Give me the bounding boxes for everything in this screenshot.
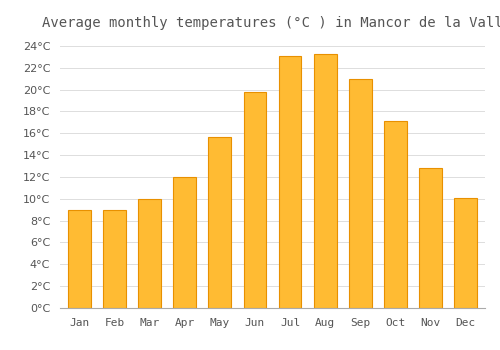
Bar (384, 121, 407, 308)
Bar (454, 198, 477, 308)
Bar (314, 54, 336, 308)
Bar (68, 210, 90, 308)
Bar (208, 136, 231, 308)
Title: Average monthly temperatures (°C ) in Mancor de la Vall: Average monthly temperatures (°C ) in Ma… (42, 16, 500, 30)
Bar (174, 177, 196, 308)
Bar (138, 199, 161, 308)
Bar (278, 56, 301, 308)
Bar (419, 168, 442, 308)
Bar (349, 79, 372, 308)
Bar (244, 92, 266, 308)
Bar (103, 210, 126, 308)
